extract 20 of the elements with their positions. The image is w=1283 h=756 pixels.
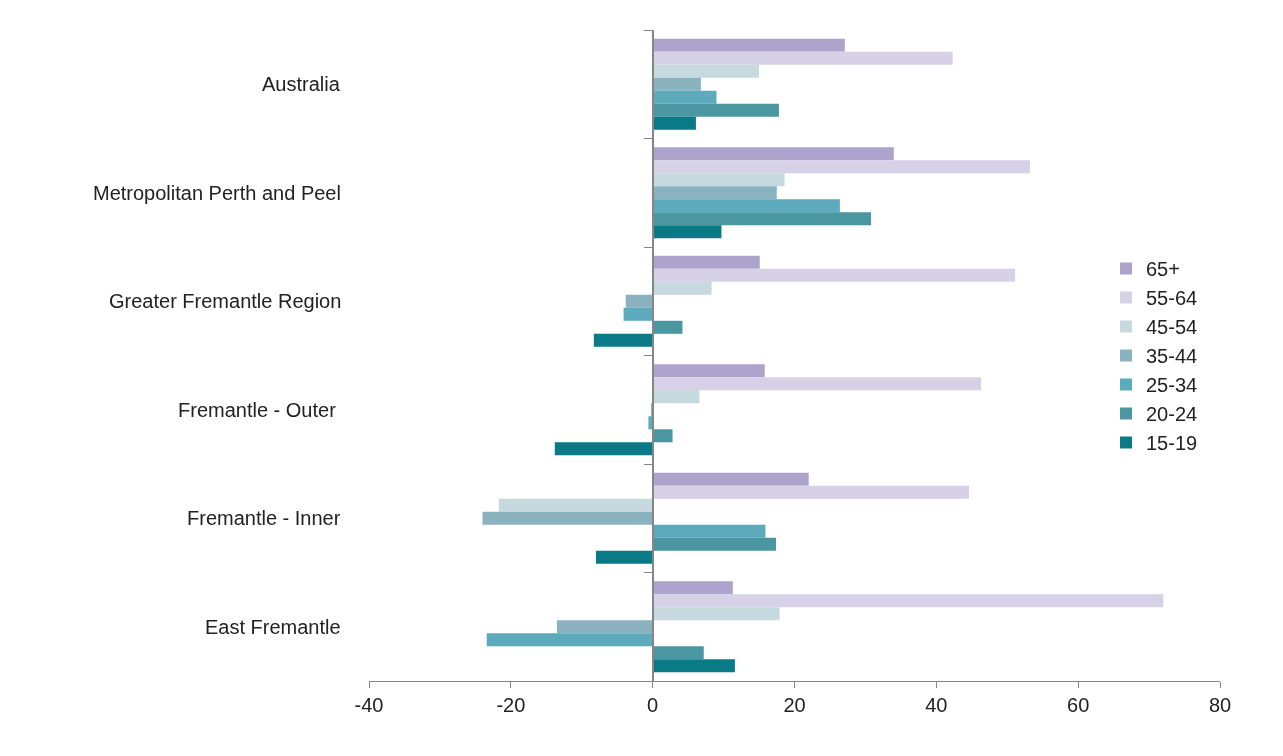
legend-label: 25-34 bbox=[1145, 374, 1198, 397]
y-tick-label: Fremantle - Outer bbox=[178, 399, 342, 421]
y-tick-label: East Fremantle bbox=[205, 616, 341, 638]
legend-label: 35-44 bbox=[1145, 345, 1198, 368]
x-tick-label: 60 bbox=[1067, 694, 1090, 716]
x-tick-label: 20 bbox=[783, 694, 806, 716]
legend-label: 20-24 bbox=[1145, 403, 1198, 426]
x-tick-label: 40 bbox=[925, 694, 948, 716]
x-tick-label: -40 bbox=[354, 694, 384, 716]
legend-label: 55-64 bbox=[1145, 287, 1198, 310]
y-tick-label: Metropolitan Perth and Peel bbox=[93, 182, 341, 204]
x-tick-label: -20 bbox=[496, 694, 526, 716]
y-tick-label: Fremantle - Inner bbox=[187, 507, 341, 529]
legend-label: 45-54 bbox=[1145, 316, 1198, 339]
y-tick-label: Greater Fremantle Region bbox=[109, 290, 342, 312]
y-tick-label: Australia bbox=[262, 73, 341, 95]
legend-label: 15-19 bbox=[1145, 432, 1198, 455]
legend-label: 65+ bbox=[1145, 258, 1180, 281]
x-tick-label: 0 bbox=[647, 694, 659, 716]
x-tick-label: 80 bbox=[1208, 694, 1232, 716]
